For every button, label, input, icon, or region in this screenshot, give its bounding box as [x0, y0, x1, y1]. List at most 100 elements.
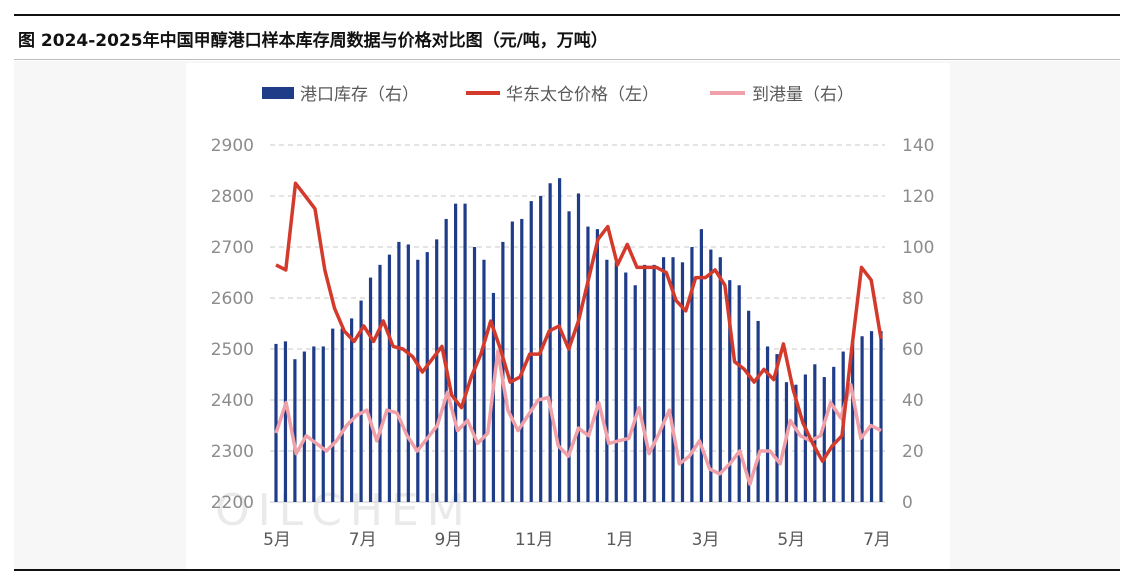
- inventory-bar: [340, 328, 344, 502]
- inventory-bar: [690, 247, 694, 502]
- inventory-bar: [680, 262, 685, 502]
- inventory-bar: [728, 280, 732, 502]
- chart-area: 港口库存（右） 华东太仓价格（左） 到港量（右） OILCHEM 2200 230…: [186, 63, 950, 569]
- inventory-bar: [851, 341, 855, 502]
- right-tick-label: 120: [902, 187, 934, 207]
- inventory-bar: [832, 366, 836, 502]
- inventory-bar: [822, 377, 826, 502]
- inventory-bar: [283, 341, 288, 502]
- inventory-bar: [869, 331, 874, 502]
- inventory-bar: [643, 264, 647, 502]
- legend: 港口库存（右） 华东太仓价格（左） 到港量（右）: [262, 85, 854, 105]
- left-tick-label: 2400: [211, 391, 254, 411]
- inventory-bar: [699, 229, 703, 502]
- inventory-bar: [756, 320, 760, 502]
- inventory-bar: [605, 259, 609, 502]
- right-tick-label: 100: [902, 238, 934, 258]
- right-tick-label: 140: [902, 136, 934, 156]
- top-rule: [14, 14, 1120, 16]
- inventory-bar: [557, 178, 562, 502]
- inventory-bar: [576, 193, 581, 502]
- left-tick-label: 2300: [211, 442, 254, 462]
- inventory-bar: [737, 285, 741, 502]
- inventory-bar: [624, 272, 628, 502]
- x-tick-label: 9月: [435, 530, 463, 550]
- left-tick-label: 2700: [211, 238, 254, 258]
- inventory-bar: [775, 354, 779, 502]
- right-tick-label: 40: [902, 391, 924, 411]
- inventory-bar: [661, 257, 666, 502]
- inventory-bar: [520, 218, 524, 502]
- inventory-bar: [586, 226, 590, 502]
- inventory-bar: [312, 346, 316, 502]
- inventory-bar: [331, 328, 335, 502]
- arrival-line: [274, 349, 882, 486]
- inventory-bar: [368, 277, 373, 502]
- watermark: OILCHEM: [215, 485, 473, 536]
- left-tick-label: 2800: [211, 187, 254, 207]
- legend-label-arrival: 到港量（右）: [752, 85, 854, 105]
- inventory-bar: [454, 203, 458, 502]
- inventory-bar: [397, 241, 401, 502]
- inventory-bar: [567, 211, 571, 503]
- inventory-bar: [510, 221, 514, 502]
- right-tick-label: 60: [902, 340, 924, 360]
- left-axis-ticks: 2200 2300 2400 2500 2600 2700 2800 2900: [211, 136, 254, 513]
- inventory-bar: [529, 201, 533, 502]
- inventory-bar: [293, 359, 297, 502]
- chart-svg: 港口库存（右） 华东太仓价格（左） 到港量（右） OILCHEM 2200 230…: [211, 85, 935, 550]
- inventory-bar: [671, 257, 675, 502]
- inventory-bar: [359, 300, 363, 502]
- left-tick-label: 2200: [211, 493, 254, 513]
- right-tick-label: 80: [902, 289, 924, 309]
- left-tick-label: 2500: [211, 340, 254, 360]
- inventory-bar: [274, 343, 278, 502]
- price-line: [275, 181, 883, 463]
- inventory-bar: [321, 346, 325, 502]
- inventory-bar: [718, 257, 722, 502]
- inventory-bar: [472, 247, 477, 502]
- inventory-bar: [709, 249, 713, 502]
- left-tick-label: 2900: [211, 136, 254, 156]
- x-tick-label: 7月: [349, 530, 377, 550]
- legend-swatch-inventory: [262, 87, 294, 99]
- inventory-bar: [406, 244, 410, 502]
- inventory-bar: [860, 336, 864, 502]
- x-tick-label: 5月: [777, 530, 805, 550]
- legend-label-price: 华东太仓价格（左）: [506, 85, 659, 105]
- inventory-bar: [302, 351, 306, 502]
- inventory-bar: [387, 254, 392, 502]
- x-axis-ticks: 5月 7月 9月 11月 1月 3月 5月 7月: [263, 530, 891, 550]
- inventory-bar: [765, 346, 770, 502]
- x-tick-label: 3月: [692, 530, 720, 550]
- inventory-bar: [813, 364, 817, 502]
- title-divider: [14, 59, 1120, 60]
- figure-title: 图 2024-2025年中国甲醇港口样本库存周数据与价格对比图（元/吨，万吨）: [18, 31, 608, 51]
- right-axis-ticks: 0 20 40 60 80 100 120 140: [902, 136, 934, 513]
- inventory-bar: [747, 310, 751, 502]
- bottom-rule: [14, 569, 1120, 571]
- inventory-bar: [425, 252, 429, 502]
- inventory-bar: [879, 331, 883, 502]
- inventory-bar: [416, 259, 420, 502]
- x-tick-label: 1月: [606, 530, 634, 550]
- x-tick-label: 5月: [263, 530, 291, 550]
- right-tick-label: 0: [902, 493, 913, 513]
- inventory-bar: [482, 259, 486, 502]
- right-tick-label: 20: [902, 442, 924, 462]
- inventory-bar: [614, 262, 618, 502]
- inventory-bars: [274, 178, 883, 503]
- x-tick-label: 11月: [515, 530, 554, 550]
- inventory-bar: [548, 183, 552, 502]
- inventory-bar: [378, 264, 382, 502]
- left-tick-label: 2600: [211, 289, 254, 309]
- inventory-bar: [463, 203, 467, 502]
- inventory-bar: [435, 239, 439, 502]
- legend-label-inventory: 港口库存（右）: [300, 85, 419, 105]
- inventory-bar: [652, 264, 656, 502]
- inventory-bar: [794, 384, 798, 502]
- x-tick-label: 7月: [863, 530, 891, 550]
- inventory-bar: [350, 318, 354, 502]
- inventory-bar: [633, 285, 637, 502]
- inventory-bar: [595, 229, 600, 502]
